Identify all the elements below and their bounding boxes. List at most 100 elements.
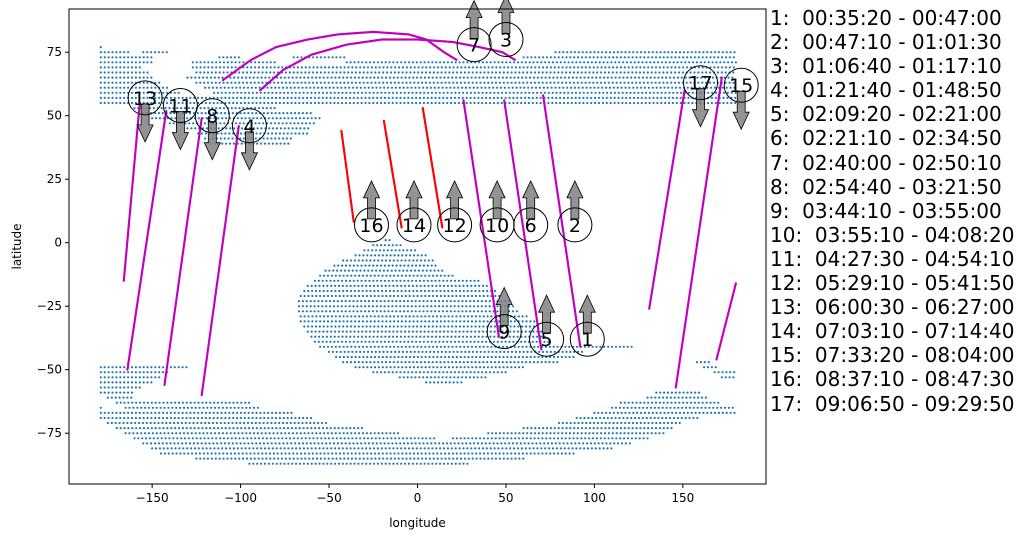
- land-point: [327, 437, 331, 440]
- land-point: [407, 96, 410, 99]
- land-point: [130, 76, 134, 79]
- land-point: [237, 76, 240, 79]
- land-point: [666, 66, 669, 69]
- land-point: [647, 56, 650, 59]
- land-point: [130, 61, 134, 64]
- land-point: [512, 335, 515, 338]
- land-point: [253, 71, 256, 74]
- land-point: [360, 310, 363, 313]
- land-point: [712, 81, 716, 84]
- land-point: [722, 91, 726, 94]
- land-point: [130, 66, 134, 69]
- land-point: [515, 86, 518, 89]
- land-point: [467, 294, 470, 298]
- land-point: [669, 76, 672, 79]
- land-point: [249, 406, 252, 409]
- land-point: [249, 81, 252, 84]
- land-point: [419, 361, 423, 364]
- land-point: [391, 371, 394, 374]
- land-point: [539, 96, 542, 99]
- land-point: [630, 406, 633, 409]
- land-point: [337, 330, 341, 333]
- land-point: [559, 96, 562, 99]
- land-point: [283, 427, 286, 430]
- land-point: [447, 76, 450, 79]
- land-point: [383, 310, 386, 313]
- land-point: [420, 254, 423, 257]
- land-point: [514, 437, 517, 440]
- land-point: [185, 442, 188, 445]
- land-point: [682, 411, 686, 414]
- land-point: [494, 457, 498, 460]
- land-point: [450, 279, 453, 282]
- land-point: [336, 300, 339, 303]
- land-point: [579, 76, 582, 79]
- land-point: [134, 71, 137, 74]
- land-point: [529, 437, 532, 440]
- land-point: [354, 274, 357, 277]
- land-point: [654, 432, 657, 435]
- land-point: [119, 371, 122, 374]
- land-point: [400, 274, 403, 277]
- land-point: [431, 76, 434, 79]
- land-point: [252, 117, 255, 120]
- land-point: [265, 61, 268, 64]
- land-point: [450, 61, 453, 64]
- land-point: [526, 427, 529, 430]
- land-point: [389, 81, 393, 84]
- land-point: [471, 355, 474, 359]
- land-point: [344, 86, 347, 89]
- land-point: [526, 71, 529, 74]
- land-point: [331, 350, 334, 353]
- land-point: [322, 325, 325, 328]
- land-point: [558, 442, 561, 445]
- land-point: [611, 406, 614, 409]
- land-point: [226, 71, 229, 74]
- land-point: [395, 371, 398, 374]
- land-point: [180, 421, 183, 425]
- land-point: [709, 401, 712, 404]
- land-point: [384, 289, 388, 293]
- land-point: [217, 406, 221, 409]
- land-point: [724, 376, 727, 379]
- land-point: [237, 452, 240, 455]
- land-point: [323, 294, 326, 298]
- land-point: [428, 366, 431, 369]
- land-point: [583, 416, 586, 420]
- land-point: [205, 427, 208, 430]
- land-point: [318, 117, 321, 120]
- land-point: [225, 406, 228, 409]
- land-point: [435, 315, 439, 318]
- land-point: [721, 56, 724, 59]
- land-point: [553, 66, 556, 69]
- land-point: [672, 416, 676, 420]
- land-point: [697, 56, 700, 59]
- land-point: [215, 86, 218, 89]
- land-point: [458, 330, 461, 333]
- land-point: [223, 137, 226, 140]
- land-point: [350, 274, 353, 277]
- land-point: [470, 345, 474, 348]
- land-point: [423, 462, 426, 465]
- land-point: [154, 101, 157, 105]
- land-point: [365, 315, 368, 318]
- land-point: [382, 249, 385, 252]
- land-point: [220, 401, 223, 404]
- land-point: [439, 274, 442, 277]
- land-point: [422, 305, 425, 308]
- land-point: [207, 61, 210, 64]
- land-point: [678, 391, 681, 394]
- land-point: [570, 51, 573, 54]
- land-point: [416, 274, 419, 277]
- land-point: [438, 91, 441, 94]
- land-point: [344, 300, 347, 303]
- land-point: [294, 416, 297, 420]
- land-point: [341, 427, 344, 430]
- land-point: [219, 421, 222, 425]
- land-point: [486, 294, 489, 298]
- land-point: [478, 447, 481, 450]
- land-point: [474, 76, 477, 79]
- marker-circle: [486, 314, 522, 350]
- land-point: [196, 421, 199, 425]
- land-point: [551, 61, 555, 64]
